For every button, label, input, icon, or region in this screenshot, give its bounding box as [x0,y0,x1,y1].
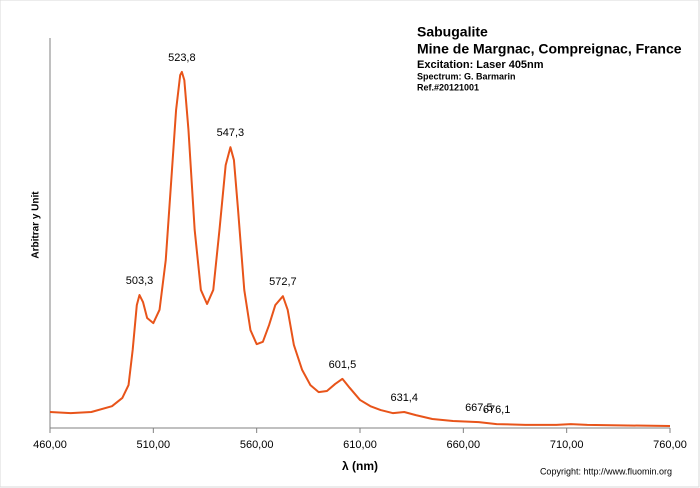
x-tick-label: 460,00 [33,439,67,451]
excitation: Excitation: Laser 405nm [417,59,544,71]
x-tick-label: 760,00 [653,439,687,451]
peak-label: 503,3 [126,275,154,287]
copyright: Copyright: http://www.fluomin.org [540,466,672,476]
chart-title: Sabugalite [417,24,488,40]
peak-label: 676,1 [483,404,511,416]
peak-label: 572,7 [269,276,297,288]
peak-label: 547,3 [217,127,245,139]
spectrum-line [49,70,671,428]
x-tick-label: 710,00 [550,439,584,451]
peak-label: 667,5 [465,402,493,414]
x-tick-label: 510,00 [137,439,171,451]
peak-label: 631,4 [390,392,418,404]
spectrum-by: Spectrum: G. Barmarin [417,71,516,81]
x-tick-label: 660,00 [447,439,481,451]
peak-label: 601,5 [329,359,357,371]
x-tick-label: 560,00 [240,439,274,451]
chart-subtitle: Mine de Margnac, Compreignac, France [417,41,682,57]
x-axis-label: λ (nm) [342,459,378,473]
reference: Ref.#20121001 [417,82,479,92]
x-tick-label: 610,00 [343,439,377,451]
peak-label: 523,8 [168,52,196,64]
y-axis-label: Arbitrar y Unit [31,191,42,259]
